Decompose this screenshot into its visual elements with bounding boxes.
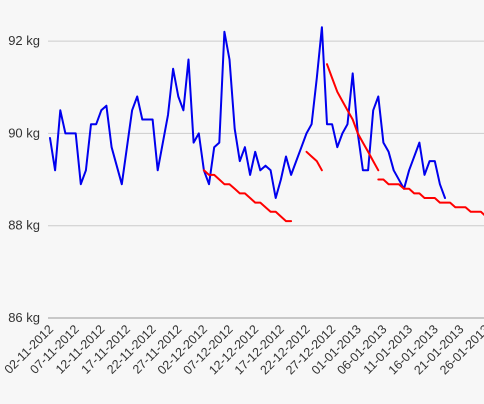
trend-line-4 xyxy=(377,178,484,216)
y-tick-label: 86 kg xyxy=(8,310,40,325)
y-tick-label: 92 kg xyxy=(8,33,40,48)
y-tick-label: 88 kg xyxy=(8,218,40,233)
measured-weight-line xyxy=(49,26,446,199)
y-axis-tick-labels: 92 kg 90 kg 88 kg 86 kg xyxy=(8,33,40,325)
y-tick-label: 90 kg xyxy=(8,125,40,140)
grid-lines xyxy=(48,40,484,319)
x-axis-tick-labels: 02-11-201207-11-201212-11-201217-11-2012… xyxy=(2,322,484,377)
trend-line-3 xyxy=(326,63,380,172)
trend-line-2 xyxy=(305,150,323,172)
trend-line-1 xyxy=(202,169,293,223)
series-lines xyxy=(49,26,484,223)
